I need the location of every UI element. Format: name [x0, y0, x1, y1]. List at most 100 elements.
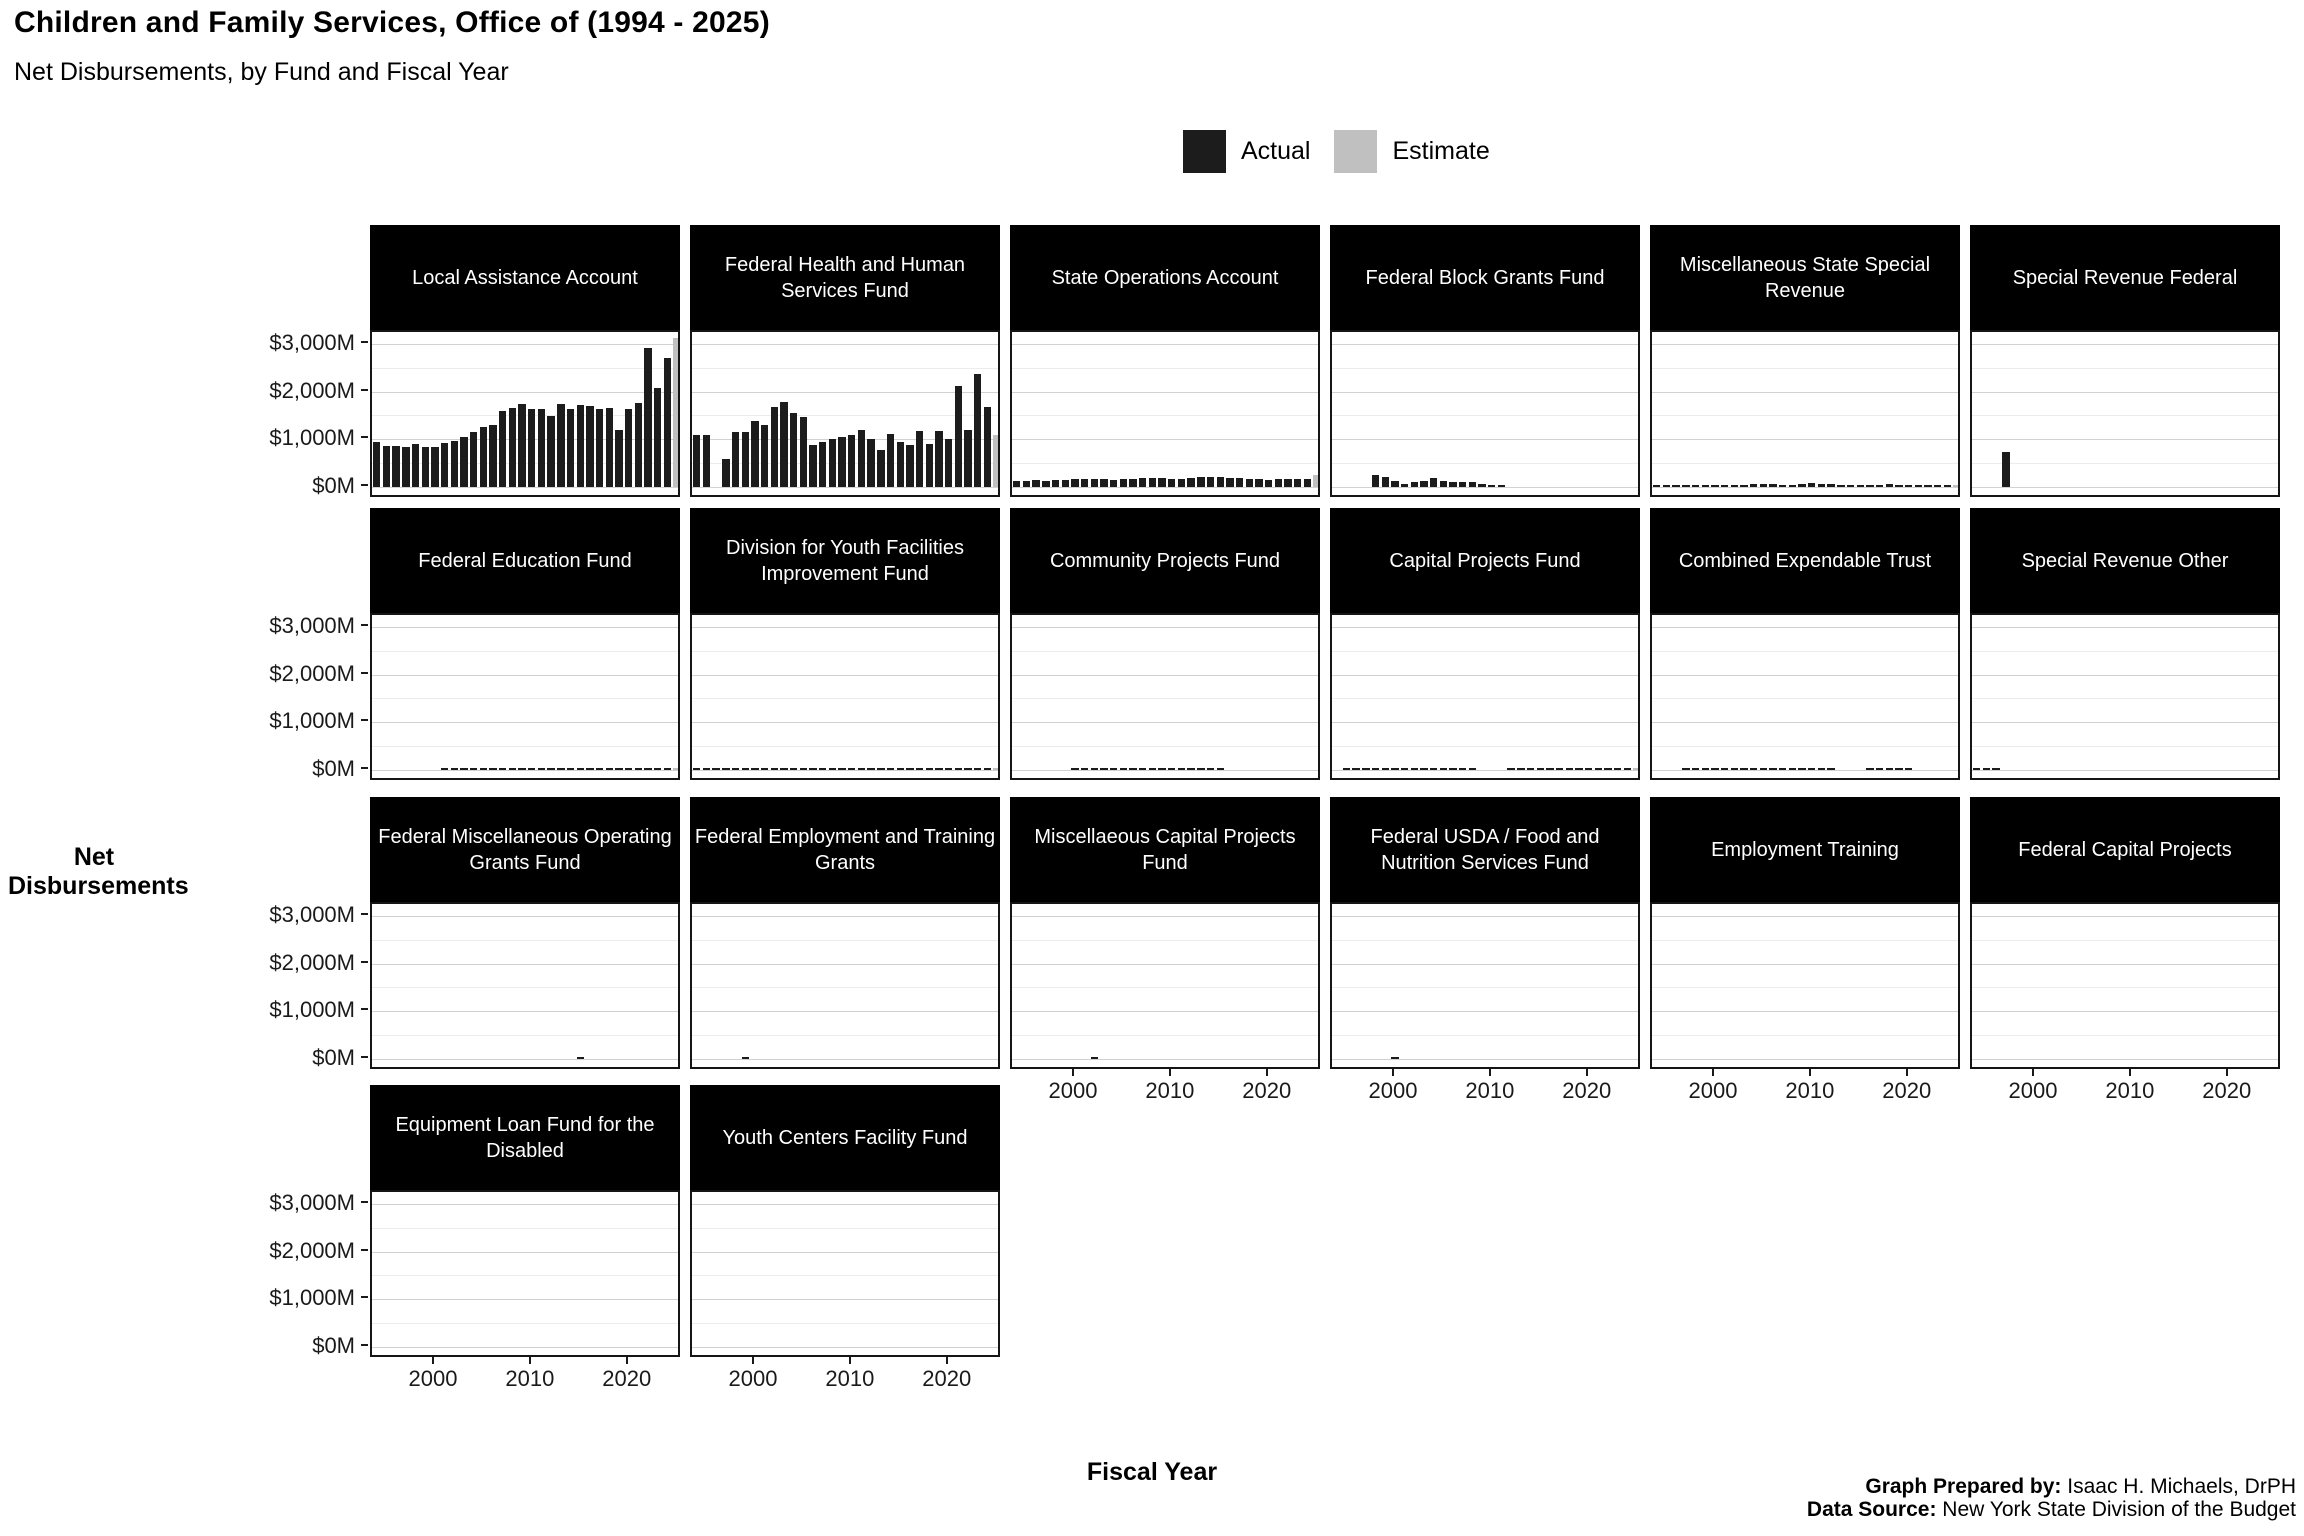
- gridline-major: [1332, 1059, 1638, 1060]
- facet-title: Federal Health and Human Services Fund: [690, 225, 1000, 330]
- bar: [1536, 768, 1544, 770]
- y-tick-mark: [361, 1200, 368, 1203]
- gridline-major: [1012, 343, 1318, 345]
- footer-prepared-by: Graph Prepared by: Isaac H. Michaels, Dr…: [1865, 1475, 2296, 1498]
- x-tick-label: 2000: [728, 1366, 778, 1391]
- x-tick-label: 2010: [505, 1366, 555, 1391]
- bar: [1817, 768, 1826, 770]
- bar: [1633, 768, 1638, 770]
- facet-panel: [1010, 613, 1320, 780]
- x-tick-mark: [1488, 1069, 1491, 1076]
- bar: [479, 768, 488, 770]
- bar: [1226, 477, 1234, 487]
- bar: [828, 438, 837, 487]
- bar: [722, 458, 730, 487]
- bar: [886, 434, 895, 487]
- bar: [1934, 485, 1942, 487]
- bar: [595, 768, 604, 770]
- bar: [838, 768, 846, 770]
- bar: [712, 768, 720, 770]
- gridline-major: [692, 770, 998, 771]
- bar: [1808, 768, 1816, 770]
- facet: Miscellaeous Capital Projects Fund 2000 20…: [1010, 797, 1320, 1103]
- bar: [654, 387, 662, 487]
- gridline-major: [692, 487, 998, 488]
- bar: [1662, 485, 1671, 487]
- gridline-minor: [1652, 939, 1958, 941]
- bar: [1749, 484, 1758, 487]
- bar: [576, 1057, 584, 1059]
- x-tick-mark: [1808, 1069, 1811, 1076]
- bar: [586, 768, 594, 770]
- bar: [1895, 485, 1903, 487]
- x-tick-label: 2000: [2008, 1078, 2058, 1103]
- facet: Federal Employment and Training Grants: [690, 797, 1000, 1069]
- bar: [557, 768, 565, 770]
- bar: [1875, 484, 1884, 487]
- gridline-minor: [1652, 650, 1958, 652]
- x-tick-label: 2000: [408, 1366, 458, 1391]
- bar: [1187, 477, 1195, 487]
- bar: [450, 441, 458, 487]
- gridline-minor: [372, 746, 678, 748]
- bar: [1788, 768, 1797, 770]
- facet: Special Revenue Other: [1970, 508, 2280, 780]
- bar: [1400, 768, 1409, 770]
- gridline-minor: [372, 1227, 678, 1229]
- gridline-minor: [692, 939, 998, 941]
- bar: [1982, 768, 1991, 770]
- gridline-minor: [1332, 939, 1638, 941]
- bar: [508, 407, 517, 487]
- facet: Local Assistance Account $3,000M $2,000M $1…: [269, 225, 680, 498]
- x-tick-label: 2000: [1688, 1078, 1738, 1103]
- y-tick-label: $1,000M: [269, 425, 355, 451]
- bar: [906, 445, 914, 487]
- bar: [809, 445, 817, 487]
- bar: [1517, 768, 1525, 770]
- bar: [819, 442, 827, 487]
- gridline-minor: [1972, 987, 2278, 989]
- gridline-major: [1332, 915, 1638, 917]
- bar: [1391, 480, 1399, 487]
- bar: [1555, 768, 1564, 770]
- bar: [1119, 479, 1128, 487]
- gridline-major: [372, 963, 678, 965]
- y-tick-label: $2,000M: [269, 949, 355, 975]
- bar: [537, 409, 546, 487]
- facet: Community Projects Fund: [1010, 508, 1320, 780]
- footer-data-source: Data Source: New York State Division of …: [1806, 1497, 2296, 1521]
- bar: [1410, 768, 1418, 770]
- x-axis-title: Fiscal Year: [1086, 1458, 1218, 1486]
- bar: [528, 408, 536, 487]
- bar: [1313, 475, 1318, 487]
- gridline-major: [1972, 674, 2278, 676]
- x-tick-mark: [1391, 1069, 1394, 1076]
- bar: [1885, 484, 1893, 487]
- y-tick-mark: [361, 1008, 368, 1011]
- gridline-major: [372, 915, 678, 917]
- facet-panel: [690, 902, 1000, 1069]
- facet-title: Capital Projects Fund: [1330, 508, 1640, 613]
- bar: [838, 437, 846, 487]
- gridline-major: [1332, 722, 1638, 724]
- gridline-major: [1972, 391, 2278, 393]
- bar: [1817, 484, 1826, 487]
- x-tick-label: 2010: [1145, 1078, 1195, 1103]
- bar: [431, 446, 439, 487]
- bar: [741, 432, 749, 487]
- gridline-minor: [692, 1323, 998, 1325]
- gridline-minor: [1652, 367, 1958, 369]
- y-tick-mark: [361, 912, 368, 915]
- gridline-major: [372, 626, 678, 628]
- gridline-minor: [1332, 698, 1638, 700]
- bar: [615, 768, 623, 770]
- facet-title: Youth Centers Facility Fund: [690, 1085, 1000, 1190]
- gridline-minor: [692, 698, 998, 700]
- bar: [1206, 476, 1215, 487]
- bar: [440, 442, 449, 487]
- bar: [460, 768, 468, 770]
- bar: [1429, 477, 1438, 487]
- bar: [566, 408, 575, 487]
- facet: Federal USDA / Food and Nutrition Servic…: [1330, 797, 1640, 1103]
- facet-title: Federal Employment and Training Grants: [690, 797, 1000, 902]
